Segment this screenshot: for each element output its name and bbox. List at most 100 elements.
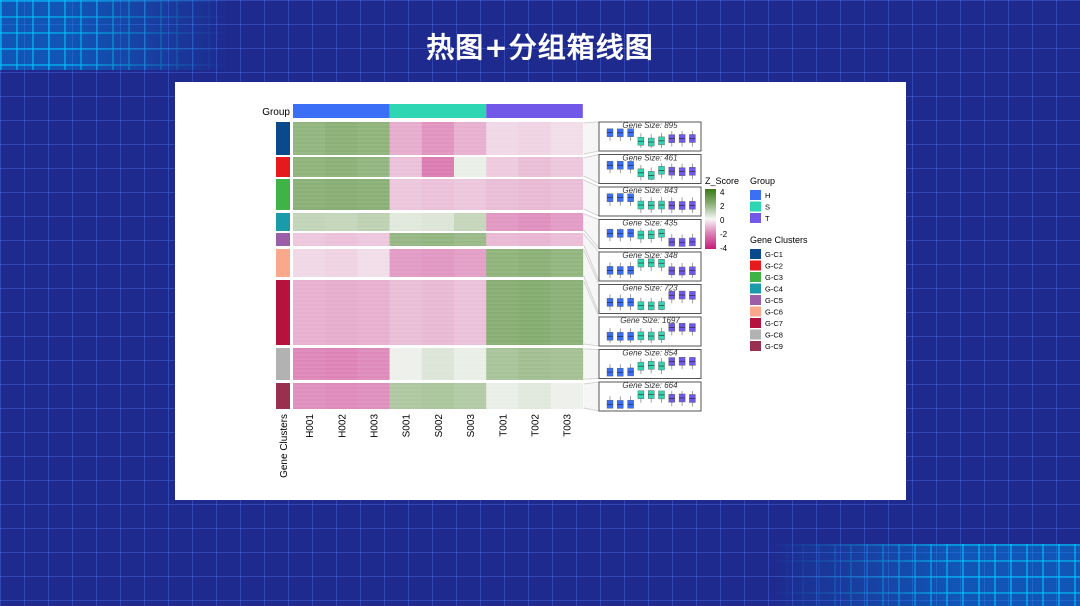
sample-label: S001 — [402, 414, 413, 438]
group-bar-label: Group — [262, 107, 290, 118]
heatmap-cell — [486, 348, 519, 380]
cluster-legend-swatch — [750, 329, 761, 340]
heatmap-cell — [389, 157, 423, 177]
link-line — [583, 208, 600, 217]
cluster-annotation-g-c9 — [276, 383, 290, 409]
heatmap-cell — [486, 122, 519, 155]
heatmap-cell — [486, 233, 519, 246]
cluster-legend-swatch — [750, 306, 761, 317]
zscore-tick-label: 0 — [720, 216, 725, 225]
zscore-tick-label: -2 — [720, 230, 728, 239]
decorative-grid-top-left — [0, 0, 230, 70]
link-line — [583, 213, 600, 220]
heatmap-cell — [389, 280, 423, 345]
heatmap-cell — [357, 280, 390, 345]
gene-clusters-axis-label: Gene Clusters — [279, 414, 290, 478]
heatmap-cell — [325, 179, 358, 210]
group-bar-s — [389, 104, 487, 118]
heatmap-cell — [389, 348, 423, 380]
group-bar-h — [293, 104, 390, 118]
chart-panel: Group H001 H002 H003 S001 S002 S003 T001 T002 T00… — [175, 82, 906, 500]
cluster-annotation-g-c8 — [276, 348, 290, 380]
heatmap-cell — [357, 383, 390, 409]
link-line — [583, 244, 600, 282]
group-legend-label: T — [765, 214, 770, 223]
heatmap-cell — [389, 179, 423, 210]
cluster-annotation-g-c3 — [276, 179, 290, 210]
sample-label: S003 — [466, 414, 477, 438]
link-line — [583, 154, 600, 159]
heatmap-cell — [389, 213, 423, 231]
cluster-legend-label: G-C4 — [765, 285, 783, 294]
cluster-annotation-g-c4 — [276, 213, 290, 231]
link-line — [583, 407, 600, 412]
link-line — [583, 381, 600, 385]
sample-label: H003 — [370, 414, 381, 438]
link-band — [583, 281, 599, 346]
cluster-legend-label: G-C2 — [765, 262, 783, 271]
heatmap-cell — [550, 122, 584, 155]
heatmap-boxplot-chart: Group H001 H002 H003 S001 S002 S003 T001 T002 T00… — [262, 104, 808, 478]
heatmap-cell — [325, 213, 358, 231]
cluster-legend-label: G-C1 — [765, 250, 783, 259]
heatmap-cell — [357, 179, 390, 210]
link-line — [583, 275, 600, 314]
gene-size-label: Gene Size: 348 — [622, 251, 678, 260]
link-band — [583, 250, 599, 314]
heatmap-cell — [421, 122, 455, 155]
zscore-tick-label: -4 — [720, 244, 728, 253]
heatmap-cell — [293, 280, 326, 345]
heatmap-cell — [518, 383, 551, 409]
heatmap-cell — [518, 280, 551, 345]
group-legend-label: S — [765, 203, 770, 212]
heatmap-cell — [486, 179, 519, 210]
page-title: 热图+分组箱线图 — [426, 31, 654, 64]
heatmap-cell — [421, 157, 455, 177]
cluster-legend-label: G-C6 — [765, 308, 783, 317]
gene-size-label: Gene Size: 461 — [622, 154, 677, 163]
heatmap-cell — [454, 280, 487, 345]
cluster-annotation-g-c7 — [276, 280, 290, 345]
heatmap-cell — [486, 213, 519, 231]
link-line — [583, 343, 600, 347]
sample-label: T003 — [563, 414, 574, 437]
link-line — [583, 249, 600, 285]
heatmap-cell — [421, 280, 455, 345]
gene-size-label: Gene Size: 854 — [622, 349, 678, 358]
heatmap-cell — [389, 249, 423, 277]
heatmap-cell — [293, 233, 326, 246]
heatmap-cell — [293, 348, 326, 380]
group-legend-swatch-h — [750, 190, 761, 200]
cluster-annotation-g-c5 — [276, 233, 290, 246]
heatmap-cell — [357, 249, 390, 277]
heatmap-cell — [357, 213, 390, 231]
heatmap-cell — [518, 348, 551, 380]
heatmap-cell — [454, 213, 487, 231]
cluster-legend-swatch — [750, 283, 761, 294]
heatmap-cell — [389, 122, 423, 155]
heatmap-cell — [486, 383, 519, 409]
heatmap-cell — [421, 233, 455, 246]
cluster-legend-swatch — [750, 260, 761, 271]
gene-size-label: Gene Size: 723 — [622, 284, 678, 293]
cluster-annotation-g-c2 — [276, 157, 290, 177]
heatmap-cell — [486, 280, 519, 345]
group-legend-label: H — [765, 191, 770, 200]
heatmap-cell — [293, 179, 326, 210]
link-line — [583, 175, 600, 184]
heatmap-cell — [454, 383, 487, 409]
heatmap-cell — [550, 179, 584, 210]
link-band — [583, 214, 599, 249]
cluster-legend-label: G-C9 — [765, 342, 783, 351]
boxplot-panel — [598, 316, 702, 347]
heatmap-cell — [518, 213, 551, 231]
heatmap-cell — [486, 249, 519, 277]
heatmap-cell — [550, 213, 584, 231]
heatmap-cell — [454, 179, 487, 210]
link-line — [583, 150, 600, 155]
link-band — [583, 234, 599, 281]
heatmap-cell — [421, 213, 455, 231]
link-line — [583, 229, 600, 249]
link-line — [583, 280, 600, 318]
gene-size-label: Gene Size: 435 — [622, 219, 678, 228]
